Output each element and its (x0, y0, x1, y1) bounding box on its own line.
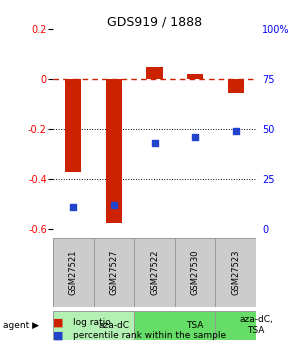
Text: agent ▶: agent ▶ (3, 321, 39, 330)
Bar (106, 79, 122, 223)
Title: GDS919 / 1888: GDS919 / 1888 (107, 15, 202, 28)
Text: ■: ■ (53, 318, 64, 327)
Bar (94, 238, 134, 307)
Bar (65, 79, 82, 172)
Bar (134, 310, 215, 340)
Point (112, 203, 116, 208)
Text: aza-dC: aza-dC (98, 321, 129, 330)
Text: ■: ■ (53, 331, 64, 340)
Text: GSM27522: GSM27522 (150, 250, 159, 295)
Text: GSM27530: GSM27530 (191, 250, 200, 295)
Bar (215, 310, 256, 340)
Point (233, 129, 238, 134)
Bar (53, 238, 94, 307)
Bar (215, 238, 256, 307)
Bar (53, 310, 134, 340)
Text: TSA: TSA (186, 321, 204, 330)
Text: GSM27521: GSM27521 (69, 250, 78, 295)
Point (71, 205, 76, 210)
Text: GSM27523: GSM27523 (231, 250, 240, 295)
Bar (228, 79, 244, 93)
Text: GSM27527: GSM27527 (109, 250, 118, 295)
Bar (175, 238, 215, 307)
Bar (146, 67, 163, 79)
Bar (134, 238, 175, 307)
Text: aza-dC,
TSA: aza-dC, TSA (239, 315, 273, 335)
Point (152, 141, 157, 146)
Text: percentile rank within the sample: percentile rank within the sample (73, 331, 226, 340)
Point (193, 135, 198, 140)
Text: log ratio: log ratio (73, 318, 111, 327)
Bar (187, 74, 203, 79)
